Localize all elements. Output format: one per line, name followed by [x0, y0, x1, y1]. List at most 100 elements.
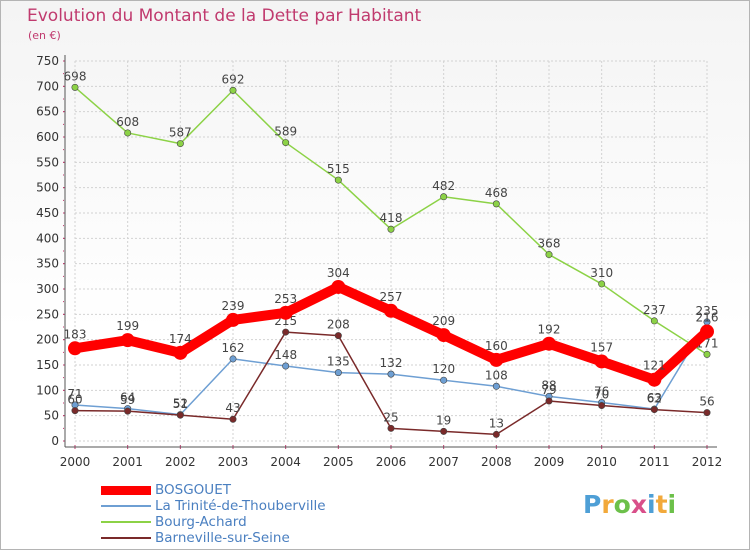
- data-label: 71: [67, 387, 82, 401]
- x-tick-label: 2011: [639, 455, 670, 469]
- legend-item: Barneville-sur-Seine: [101, 530, 361, 546]
- y-tick-label: 50: [44, 409, 59, 423]
- data-label: 192: [538, 323, 561, 337]
- x-tick-label: 2003: [218, 455, 249, 469]
- data-label: 692: [222, 72, 245, 86]
- legend: BOSGOUET La Trinité-de-Thouberville Bourg-…: [101, 482, 361, 546]
- legend-swatch: [101, 486, 151, 495]
- data-label: 19: [436, 413, 451, 427]
- data-point: [124, 129, 132, 137]
- data-point: [545, 251, 553, 259]
- y-tick-label: 700: [36, 79, 59, 93]
- brand-logo: Proxiti: [583, 490, 676, 519]
- data-point: [492, 430, 500, 438]
- x-tick-label: 2005: [323, 455, 354, 469]
- data-label: 70: [594, 388, 609, 402]
- data-point: [440, 376, 448, 384]
- data-label: 148: [274, 348, 297, 362]
- x-tick-label: 2000: [60, 455, 91, 469]
- data-label: 368: [538, 237, 561, 251]
- y-tick-label: 650: [36, 105, 59, 119]
- chart-unit-label: (en €): [28, 29, 61, 42]
- y-tick-label: 400: [36, 231, 59, 245]
- data-point: [229, 415, 237, 423]
- data-label: 208: [327, 318, 350, 332]
- data-label: 183: [64, 327, 87, 341]
- data-point: [440, 193, 448, 201]
- y-tick-label: 350: [36, 257, 59, 271]
- data-label: 209: [432, 314, 455, 328]
- brand-letter: t: [655, 490, 668, 519]
- data-point: [176, 411, 184, 419]
- data-label: 482: [432, 179, 455, 193]
- data-point: [71, 83, 79, 91]
- data-point: [334, 176, 342, 184]
- x-tick-label: 2002: [165, 455, 196, 469]
- brand-letter: i: [647, 490, 656, 519]
- data-point: [703, 350, 711, 358]
- x-tick-label: 2009: [534, 455, 565, 469]
- data-label: 60: [67, 393, 82, 407]
- x-tick-label: 2010: [586, 455, 617, 469]
- data-label: 25: [383, 410, 398, 424]
- y-tick-label: 550: [36, 155, 59, 169]
- data-label: 418: [380, 211, 403, 225]
- brand-letter: P: [583, 490, 602, 519]
- data-point: [598, 402, 606, 410]
- data-point: [542, 336, 556, 351]
- y-tick-label: 500: [36, 181, 59, 195]
- data-point: [387, 370, 395, 378]
- data-label: 76: [594, 384, 609, 398]
- data-point: [120, 333, 135, 348]
- y-tick-label: 300: [36, 282, 59, 296]
- data-point: [594, 354, 609, 369]
- legend-item: La Trinité-de-Thouberville: [101, 498, 361, 514]
- legend-label: Barneville-sur-Seine: [155, 530, 290, 546]
- legend-swatch: [101, 537, 151, 539]
- data-label: 310: [590, 266, 613, 280]
- series-bosgouet: 183 199 174 239 253 304 257 209 160 192 157 121 216: [64, 266, 719, 387]
- data-label: 135: [327, 355, 350, 369]
- data-label: 216: [696, 311, 719, 325]
- data-label: 59: [120, 393, 135, 407]
- data-point: [173, 345, 188, 360]
- y-tick-label: 200: [36, 333, 59, 347]
- data-point: [598, 280, 606, 288]
- x-tick-label: 2004: [270, 455, 301, 469]
- data-label: 13: [489, 416, 504, 430]
- legend-swatch: [101, 505, 151, 507]
- x-tick-label: 2008: [481, 455, 512, 469]
- data-label: 253: [274, 292, 297, 306]
- data-label: 160: [485, 339, 508, 353]
- data-label: 235: [696, 304, 719, 318]
- data-point: [68, 341, 82, 356]
- data-label: 239: [222, 299, 245, 313]
- data-point: [700, 324, 714, 339]
- y-tick-label: 450: [36, 206, 59, 220]
- data-point: [229, 86, 237, 94]
- data-point: [436, 328, 451, 343]
- data-label: 51: [173, 397, 188, 411]
- data-label: 79: [541, 383, 556, 397]
- y-tick-label: 250: [36, 307, 59, 321]
- data-point: [176, 140, 184, 148]
- data-label: 589: [274, 125, 297, 139]
- x-tick-label: 2012: [692, 455, 723, 469]
- y-tick-label: 150: [36, 358, 59, 372]
- data-point: [492, 382, 500, 390]
- data-label: 468: [485, 186, 508, 200]
- x-tick-label: 2007: [428, 455, 459, 469]
- data-point: [703, 409, 711, 417]
- data-point: [650, 317, 658, 325]
- data-label: 157: [590, 340, 613, 354]
- data-label: 121: [643, 359, 666, 373]
- legend-label: La Trinité-de-Thouberville: [155, 498, 326, 514]
- legend-item: Bourg-Achard: [101, 514, 361, 530]
- data-label: 108: [485, 368, 508, 382]
- brand-letter: r: [601, 490, 614, 519]
- data-point: [71, 407, 79, 415]
- data-point: [387, 225, 395, 233]
